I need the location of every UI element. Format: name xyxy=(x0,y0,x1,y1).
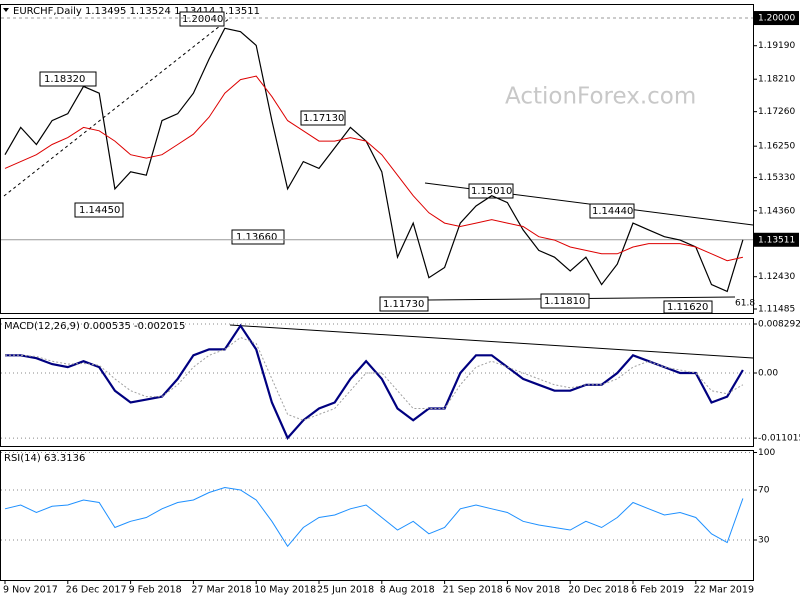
rsi-panel xyxy=(0,450,754,581)
y-tick-label: 1.15330 xyxy=(758,173,795,183)
x-tick-label: 26 Dec 2017 xyxy=(66,585,127,596)
y-tick-label: 70 xyxy=(758,486,770,496)
y-tick-label: 0.00 xyxy=(758,368,778,378)
level-box xyxy=(753,11,799,26)
y-tick-label: 1.19190 xyxy=(758,41,795,51)
annotation: 1.13660 xyxy=(236,232,277,243)
annotation: 1.15010 xyxy=(471,186,512,197)
x-tick-label: 6 Nov 2018 xyxy=(505,585,560,596)
annotation: 1.11810 xyxy=(544,296,585,307)
annotations: 1.20040 1.18320 1.14450 1.13660 1.17130 … xyxy=(39,11,713,314)
annotation: 1.14450 xyxy=(79,205,120,216)
series-line xyxy=(4,27,744,293)
annotation: 1.11730 xyxy=(383,299,424,310)
series-line xyxy=(4,486,744,548)
x-tick-label: 20 Dec 2018 xyxy=(568,585,629,596)
x-tick-label: 21 Sep 2018 xyxy=(443,585,503,596)
annotation: 1.20040 xyxy=(182,14,223,25)
x-tick-label: 10 May 2018 xyxy=(254,585,316,596)
level-label: 1.20000 xyxy=(758,14,795,24)
y-tick-label: 1.18210 xyxy=(758,75,795,85)
series-line xyxy=(5,323,744,441)
annotation: 1.11620 xyxy=(667,302,708,313)
y-tick-label: 0.008292 xyxy=(758,319,800,329)
x-tick-label: 27 Mar 2018 xyxy=(191,585,251,596)
x-tick-label: 25 Jun 2018 xyxy=(317,585,374,596)
y-tick-label: 1.14360 xyxy=(758,206,795,216)
y-tick-label: 1.11485 xyxy=(758,305,795,315)
menu-arrow xyxy=(3,8,9,12)
y-tick-label: 1.17260 xyxy=(758,107,795,117)
y-tick-label: 1.16250 xyxy=(758,142,795,152)
annotation: 1.17130 xyxy=(303,113,344,124)
y-tick-label: -0.011015 xyxy=(758,434,800,444)
x-tick-label: 8 Aug 2018 xyxy=(380,585,435,596)
annotation: 1.14440 xyxy=(592,206,633,217)
x-tick-label: 9 Nov 2017 xyxy=(3,585,58,596)
x-tick-label: 9 Feb 2018 xyxy=(129,585,182,596)
level-label: 1.13511 xyxy=(758,235,795,245)
y-tick-label: 1.12430 xyxy=(758,272,795,282)
y-tick-label: 100 xyxy=(758,448,775,458)
macd-title: MACD(12,26,9) 0.000535 -0.002015 xyxy=(4,321,185,332)
level-box xyxy=(753,232,799,247)
macd-trend-line xyxy=(229,324,754,359)
y-tick-label: 30 xyxy=(758,536,770,546)
x-tick-label: 22 Mar 2019 xyxy=(694,585,754,596)
series-line xyxy=(4,75,744,262)
chart-title: EURCHF,Daily 1.13495 1.13524 1.13414 1.1… xyxy=(13,6,260,17)
macd-panel xyxy=(0,318,754,447)
series-line xyxy=(5,336,744,421)
x-tick-label: 6 Feb 2019 xyxy=(631,585,684,596)
watermark: ActionForex.com xyxy=(505,84,696,110)
rsi-title: RSI(14) 63.3136 xyxy=(4,453,85,464)
price-panel xyxy=(0,4,754,314)
annotation: 1.18320 xyxy=(44,74,85,85)
fib-label: 61.8 xyxy=(735,299,755,309)
